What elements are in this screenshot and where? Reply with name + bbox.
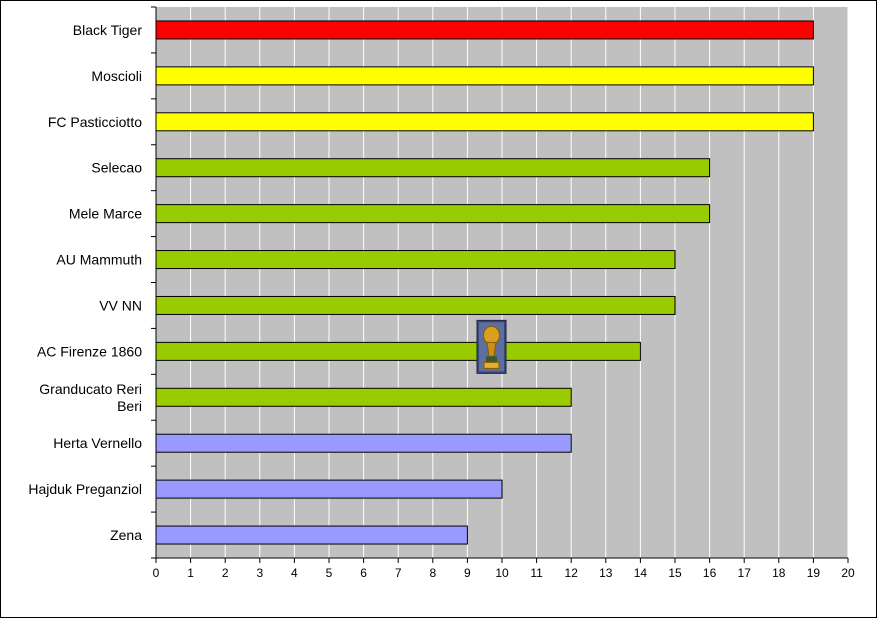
x-tick-label: 19 <box>807 566 821 580</box>
bars <box>155 20 814 545</box>
bar <box>155 112 814 132</box>
category-label: Hajduk Preganziol <box>28 481 142 497</box>
x-tick-label: 9 <box>464 566 471 580</box>
x-tick-label: 12 <box>565 566 579 580</box>
bar <box>155 158 711 178</box>
x-tick-label: 14 <box>634 566 648 580</box>
category-label: Mele Marce <box>69 206 142 222</box>
category-label: Black Tiger <box>73 22 143 38</box>
gridlines <box>190 7 849 558</box>
category-label: AU Mammuth <box>56 252 142 268</box>
x-tick-label: 17 <box>738 566 752 580</box>
x-tick-label: 4 <box>291 566 298 580</box>
trophy-icon <box>476 319 507 374</box>
x-tick-label: 18 <box>772 566 786 580</box>
axes <box>151 6 849 563</box>
category-label: Zena <box>110 527 142 543</box>
x-tick-label: 1 <box>187 566 194 580</box>
x-tick-label: 11 <box>530 566 543 580</box>
category-label: Moscioli <box>91 68 142 84</box>
category-label: AC Firenze 1860 <box>37 343 142 359</box>
x-tick-label: 7 <box>395 566 402 580</box>
bar <box>155 479 503 499</box>
bar <box>155 66 814 86</box>
category-label: Selecao <box>91 160 142 176</box>
x-tick-label: 5 <box>326 566 333 580</box>
category-label: FC Pasticciotto <box>48 114 142 130</box>
x-tick-label: 15 <box>668 566 682 580</box>
x-tick-label: 20 <box>841 566 855 580</box>
bar <box>155 387 572 407</box>
x-tick-label: 0 <box>153 566 160 580</box>
x-tick-label: 16 <box>703 566 717 580</box>
category-label: VV NN <box>99 297 142 313</box>
category-labels: Black Tiger Moscioli FC Pasticciotto Seleca… <box>28 22 142 543</box>
x-tick-labels: 0 1 2 3 4 5 6 7 8 9 10 11 12 13 14 15 16 17 18 19 20 <box>153 566 855 580</box>
x-tick-label: 10 <box>495 566 509 580</box>
decorations <box>476 319 507 374</box>
category-label: Herta Vernello <box>53 435 142 451</box>
x-tick-label: 13 <box>599 566 613 580</box>
x-tick-label: 3 <box>256 566 263 580</box>
x-tick-label: 8 <box>429 566 436 580</box>
bar <box>155 20 814 40</box>
bar <box>155 250 676 270</box>
bar <box>155 341 641 361</box>
bar <box>155 204 711 224</box>
x-tick-label: 6 <box>360 566 367 580</box>
bar <box>155 433 572 453</box>
bar <box>155 525 468 545</box>
bar <box>155 295 676 315</box>
x-tick-label: 2 <box>222 566 229 580</box>
category-label: Granducato Reri Beri <box>39 381 142 414</box>
